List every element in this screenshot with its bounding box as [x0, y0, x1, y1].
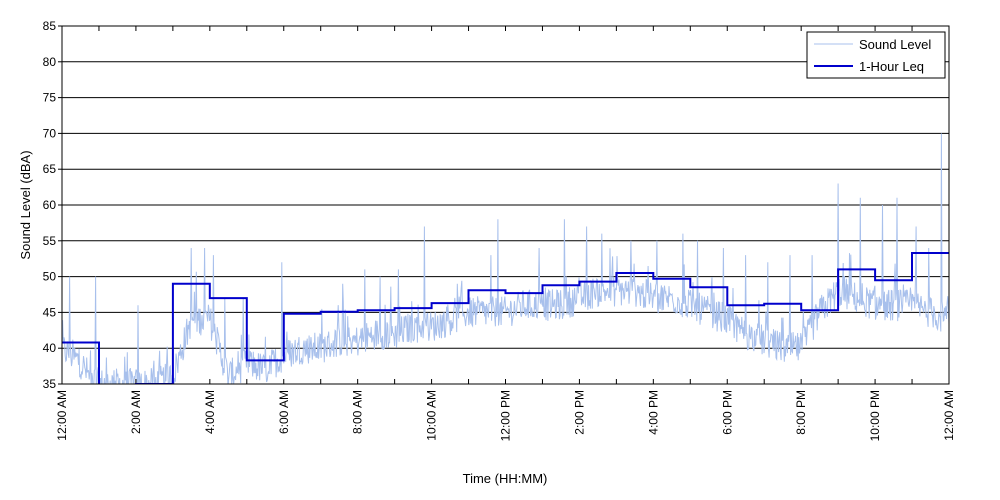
x-tick-label: 12:00 PM [499, 390, 513, 441]
x-axis-ticks: 12:00 AM 2:00 AM 4:00 AM 6:00 AM 8:00 AM 10:0… [55, 26, 956, 441]
x-tick-label: 8:00 AM [351, 390, 365, 434]
y-tick-label: 55 [43, 234, 57, 248]
y-axis-label: Sound Level (dBA) [18, 150, 33, 259]
series-1-hour-leq-line [62, 252, 949, 384]
y-tick-label: 35 [43, 377, 57, 391]
y-axis-ticks: 35 40 45 50 55 60 65 70 75 80 85 [43, 19, 62, 391]
x-tick-label: 10:00 AM [425, 390, 439, 441]
y-tick-label: 50 [43, 270, 57, 284]
x-tick-label: 8:00 PM [794, 390, 808, 435]
y-tick-label: 45 [43, 305, 57, 319]
x-tick-label: 12:00 AM [55, 390, 69, 441]
grid-lines [62, 61, 949, 349]
y-tick-label: 40 [43, 341, 57, 355]
legend-box [806, 31, 946, 79]
y-tick-label: 85 [43, 19, 57, 33]
legend-1-hour-leq-label: 1-Hour Leq [859, 59, 924, 74]
x-tick-label: 10:00 PM [868, 390, 882, 441]
x-tick-label: 4:00 AM [203, 390, 217, 434]
y-tick-label: 60 [43, 198, 57, 212]
x-tick-label: 6:00 AM [277, 390, 291, 434]
y-tick-label: 75 [43, 91, 57, 105]
x-tick-label: 6:00 PM [720, 390, 734, 435]
series-sound-level-line [62, 133, 949, 384]
legend-sound-level-label: Sound Level [859, 37, 931, 52]
legend: Sound Level 1-Hour Leq [806, 31, 946, 79]
y-tick-label: 80 [43, 55, 57, 69]
x-tick-label: 4:00 PM [646, 390, 660, 435]
x-axis-label: Time (HH:MM) [463, 471, 548, 486]
plot-frame [61, 25, 950, 385]
y-tick-label: 70 [43, 126, 57, 140]
x-tick-label: 12:00 AM [942, 390, 956, 441]
x-tick-label: 2:00 AM [129, 390, 143, 434]
x-tick-label: 2:00 PM [572, 390, 586, 435]
y-tick-label: 65 [43, 162, 57, 176]
